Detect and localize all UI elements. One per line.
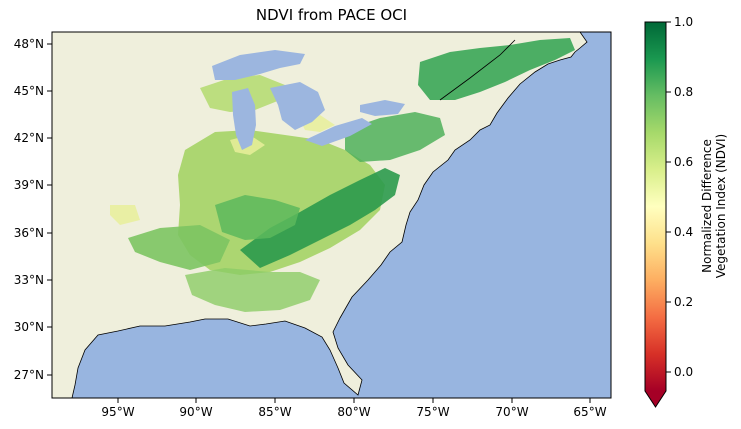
lake-huron	[270, 82, 325, 130]
ndvi-yellow-patches	[110, 115, 335, 225]
lon-tick-label: 65°W	[573, 405, 606, 419]
lat-tick-label: 48°N	[14, 37, 44, 51]
colorbar-gradient	[645, 22, 666, 391]
lat-tick-label: 36°N	[14, 226, 44, 240]
lon-tick-label: 85°W	[258, 405, 291, 419]
ndvi-south	[185, 268, 320, 312]
ndvi-ozarks	[128, 225, 230, 270]
border-line	[439, 39, 516, 101]
colorbar-extend-arrow	[645, 391, 666, 407]
great-lakes	[212, 50, 405, 150]
longitude-axis: 95°W 90°W 85°W 80°W 75°W 70°W 65°W	[101, 398, 607, 419]
lat-tick-label: 42°N	[14, 131, 44, 145]
colorbar-tick-label: 1.0	[674, 15, 693, 29]
lon-tick-label: 70°W	[495, 405, 528, 419]
ndvi-ohio-valley	[215, 195, 300, 240]
map-frame	[51, 31, 612, 399]
lake-erie	[305, 118, 372, 146]
colorbar-label-line1: Normalized Difference	[700, 139, 714, 273]
map-plot-area	[52, 32, 611, 398]
lat-tick-label: 45°N	[14, 84, 44, 98]
colorbar-outline	[644, 21, 667, 408]
lat-tick-label: 27°N	[14, 368, 44, 382]
lon-tick-label: 80°W	[337, 405, 370, 419]
colorbar-tick-label: 0.2	[674, 295, 693, 309]
lat-tick-label: 39°N	[14, 178, 44, 192]
map-title: NDVI from PACE OCI	[255, 6, 408, 24]
ndvi-appalachian-ridge	[240, 168, 400, 268]
lake-michigan	[232, 88, 256, 150]
coastline	[71, 32, 588, 398]
lon-tick-label: 90°W	[179, 405, 212, 419]
lat-tick-label: 30°N	[14, 320, 44, 334]
colorbar-tick-label: 0.6	[674, 155, 693, 169]
latitude-axis: 48°N 45°N 42°N 39°N 36°N 33°N 30°N 27°N	[14, 37, 52, 382]
colorbar-tick-label: 0.4	[674, 225, 693, 239]
colorbar: 0.0 0.2 0.4 0.6 0.8 1.0 Normalized Diffe…	[644, 15, 728, 408]
ndvi-new-england	[418, 38, 575, 100]
lat-tick-label: 33°N	[14, 273, 44, 287]
lon-tick-label: 75°W	[416, 405, 449, 419]
colorbar-label-line2: Vegetation Index (NDVI)	[714, 134, 728, 279]
colorbar-tick-label: 0.8	[674, 85, 693, 99]
colorbar-tick-label: 0.0	[674, 365, 693, 379]
lon-tick-label: 95°W	[101, 405, 134, 419]
lake-ontario	[360, 100, 405, 116]
lake-superior	[212, 50, 305, 80]
